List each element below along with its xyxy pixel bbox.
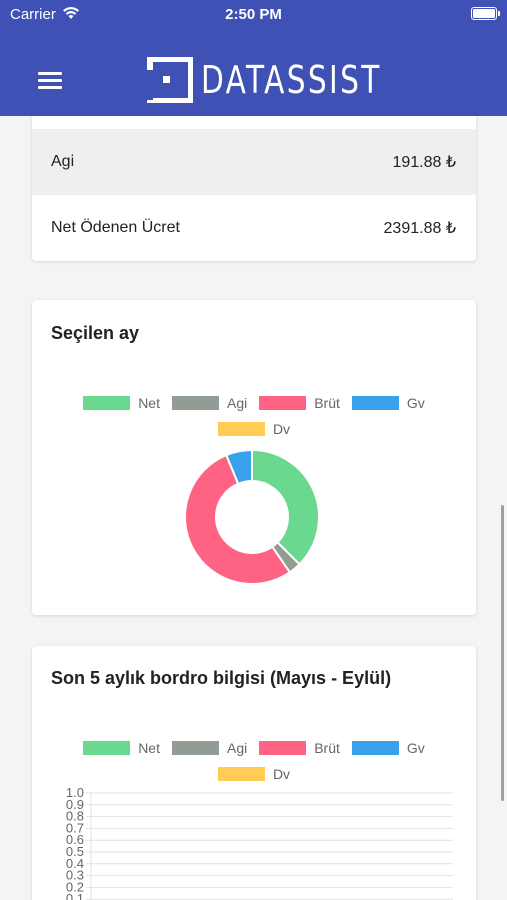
summary-row-label: Net Ödenen Ücret xyxy=(51,219,180,236)
legend-swatch xyxy=(259,741,307,755)
summary-row-net-paid: Net Ödenen Ücret 2391.88 ₺ xyxy=(32,195,476,261)
legend-swatch xyxy=(171,741,219,755)
legend-swatch xyxy=(83,741,131,755)
legend-swatch xyxy=(171,396,219,410)
legend-swatch xyxy=(83,396,131,410)
carrier-label: Carrier xyxy=(10,6,56,23)
legend-swatch xyxy=(351,741,399,755)
logo-text: DATASSIST xyxy=(201,58,382,102)
battery-icon xyxy=(471,7,500,20)
legend-label: Agi xyxy=(226,395,248,411)
legend-item-gv[interactable]: Gv xyxy=(351,395,425,411)
legend-item-gv[interactable]: Gv xyxy=(351,740,425,756)
legend-label: Net xyxy=(138,740,160,756)
donut-slice-brüt[interactable] xyxy=(184,453,292,585)
status-time: 2:50 PM xyxy=(225,6,282,23)
app-header: Carrier 2:50 PM DATASSIST xyxy=(0,0,507,116)
summary-row-agi: Agi 191.88 ₺ xyxy=(32,129,476,195)
hamburger-menu-icon[interactable] xyxy=(38,72,62,90)
y-tick-label: 0.6 xyxy=(66,832,84,847)
legend-item-dv[interactable]: Dv xyxy=(217,766,291,782)
scrollbar[interactable] xyxy=(501,505,504,801)
legend-swatch xyxy=(217,767,265,781)
card-title: Seçilen ay xyxy=(51,323,140,343)
y-tick-label: 1.0 xyxy=(66,786,84,800)
legend-label: Brüt xyxy=(314,395,340,411)
summary-row-label: Agi xyxy=(51,153,75,170)
status-bar: Carrier 2:50 PM xyxy=(0,0,507,30)
donut-slice-gv[interactable] xyxy=(224,448,253,486)
salary-summary-card: Agi 191.88 ₺ Net Ödenen Ücret 2391.88 ₺ xyxy=(32,116,476,261)
history-card: Son 5 aylık bordro bilgisi (Mayıs - Eylü… xyxy=(32,646,476,900)
selected-month-card: Seçilen ay Net Agi Brüt Gv Dv xyxy=(32,300,476,615)
y-tick-label: 0.8 xyxy=(66,809,84,824)
card-title: Son 5 aylık bordro bilgisi (Mayıs - Eylü… xyxy=(51,668,392,688)
legend-item-net[interactable]: Net xyxy=(83,395,160,411)
legend-label: Gv xyxy=(406,395,425,411)
legend-label: Gv xyxy=(406,740,425,756)
y-tick-label: 0.2 xyxy=(66,879,84,894)
legend-swatch xyxy=(259,396,307,410)
donut-chart xyxy=(184,448,320,585)
y-tick-label: 0.1 xyxy=(66,891,84,900)
legend-item-brut[interactable]: Brüt xyxy=(259,395,340,411)
legend-swatch xyxy=(351,396,399,410)
legend-label: Dv xyxy=(272,766,291,782)
y-tick-label: 0.7 xyxy=(66,820,84,835)
legend-label: Brüt xyxy=(314,740,340,756)
legend-label: Agi xyxy=(226,740,248,756)
summary-row-value: 2391.88 ₺ xyxy=(383,220,456,237)
y-tick-label: 0.4 xyxy=(66,856,84,871)
wifi-icon xyxy=(63,7,79,19)
legend-item-brut[interactable]: Brüt xyxy=(259,740,340,756)
datassist-logo: DATASSIST xyxy=(147,57,433,103)
y-tick-label: 0.5 xyxy=(66,844,84,859)
donut-slice-net[interactable] xyxy=(251,448,320,566)
legend-item-net[interactable]: Net xyxy=(83,740,160,756)
chart-legend: Net Agi Brüt Gv Dv xyxy=(32,390,476,442)
legend-label: Dv xyxy=(272,421,291,437)
legend-item-dv[interactable]: Dv xyxy=(217,421,291,437)
legend-item-agi[interactable]: Agi xyxy=(171,740,248,756)
bar-chart: 1.00.90.80.70.60.50.40.30.20.1 xyxy=(66,786,453,900)
legend-item-agi[interactable]: Agi xyxy=(171,395,248,411)
chart-legend: Net Agi Brüt Gv Dv xyxy=(32,735,476,787)
logo-mark-icon xyxy=(147,57,193,103)
summary-row-value: 191.88 ₺ xyxy=(392,154,456,171)
y-tick-label: 0.9 xyxy=(66,797,84,812)
y-tick-label: 0.3 xyxy=(66,868,84,883)
legend-swatch xyxy=(217,422,265,436)
legend-label: Net xyxy=(138,395,160,411)
